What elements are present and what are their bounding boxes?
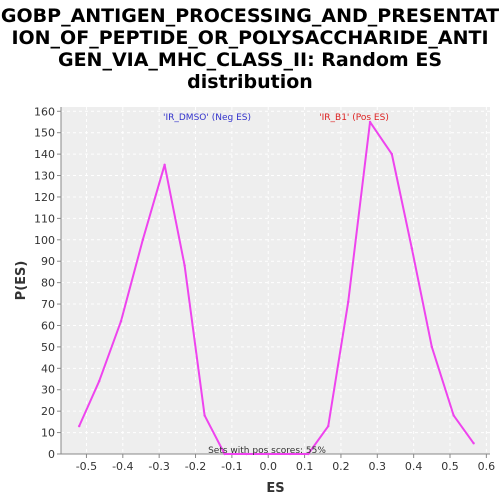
y-tick-label: 70 <box>41 298 55 311</box>
data-point <box>452 414 455 417</box>
data-point <box>430 345 434 349</box>
data-point <box>203 414 206 417</box>
annotation-sets: Sets with pos scores: 55% <box>208 446 326 456</box>
y-tick-label: 10 <box>41 427 55 440</box>
x-tick-label: 0.3 <box>369 460 387 473</box>
title-line: distribution <box>187 71 313 93</box>
data-point <box>223 452 226 456</box>
x-tick-label: 0.6 <box>478 460 496 473</box>
y-tick-label: 90 <box>41 255 55 268</box>
data-point <box>163 163 166 167</box>
y-tick-label: 30 <box>41 384 55 397</box>
x-tick-label: 0.0 <box>259 460 277 473</box>
data-point <box>183 264 186 267</box>
data-point <box>245 452 248 456</box>
annotation-pos: 'IR_B1' (Pos ES) <box>319 113 389 123</box>
data-point <box>141 238 145 242</box>
x-tick-label: 0.4 <box>405 460 423 473</box>
x-tick-label: 0.2 <box>332 460 350 473</box>
data-point <box>368 120 372 124</box>
y-tick-label: 150 <box>34 127 55 140</box>
y-axis-title: P(ES) <box>14 261 29 301</box>
title-line: GOBP_ANTIGEN_PROCESSING_AND_PRESENTAT <box>1 5 499 27</box>
y-axis-ticks: 0 10 20 30 40 50 60 70 80 90 100 110 120 130 140 150 160 <box>34 105 61 461</box>
grid-lines <box>61 107 490 455</box>
data-point <box>410 247 414 250</box>
x-tick-label: 0.5 <box>441 460 459 473</box>
y-tick-label: 40 <box>41 362 55 375</box>
title-line: GEN_VIA_MHC_CLASS_II: Random ES <box>58 49 442 71</box>
y-tick-label: 80 <box>41 277 55 290</box>
series-lines <box>77 120 475 456</box>
x-tick-label: -0.2 <box>185 460 206 473</box>
x-axis-ticks: -0.5 -0.4 -0.3 -0.2 -0.1 0.0 0.1 0.2 0.3 0.4 0.5 0.… <box>76 454 495 473</box>
data-point <box>472 442 475 445</box>
data-point <box>347 300 350 304</box>
chart-title: GOBP_ANTIGEN_PROCESSING_AND_PRESENTATION… <box>1 5 499 93</box>
y-tick-label: 130 <box>34 170 55 183</box>
data-point <box>267 452 270 456</box>
y-tick-label: 110 <box>34 212 55 225</box>
data-point <box>119 319 123 323</box>
y-tick-label: 60 <box>41 319 55 332</box>
y-tick-label: 50 <box>41 341 55 354</box>
y-tick-label: 20 <box>41 405 55 418</box>
y-tick-label: 0 <box>48 448 55 461</box>
data-point <box>390 152 394 156</box>
plot-area <box>61 107 490 454</box>
x-tick-label: -0.3 <box>148 460 169 473</box>
title-line: ION_OF_PEPTIDE_OR_POLYSACCHARIDE_ANTI <box>11 27 488 49</box>
y-tick-label: 160 <box>34 105 55 118</box>
data-point <box>307 452 310 456</box>
y-tick-label: 120 <box>34 191 55 204</box>
annotation-neg: 'IR_DMSO' (Neg ES) <box>163 113 251 123</box>
data-point <box>77 424 81 428</box>
x-tick-label: -0.1 <box>221 460 242 473</box>
series-line <box>78 120 475 455</box>
data-point <box>97 379 101 383</box>
x-axis-title: ES <box>266 481 284 496</box>
x-tick-label: -0.5 <box>76 460 97 473</box>
x-tick-label: 0.1 <box>296 460 314 473</box>
data-point <box>288 452 292 456</box>
annotations: 'IR_DMSO' (Neg ES) 'IR_B1' (Pos ES) Sets w… <box>163 113 389 456</box>
data-point <box>327 424 330 428</box>
y-tick-label: 100 <box>34 234 55 247</box>
y-tick-label: 140 <box>34 148 55 161</box>
x-tick-label: -0.4 <box>112 460 133 473</box>
